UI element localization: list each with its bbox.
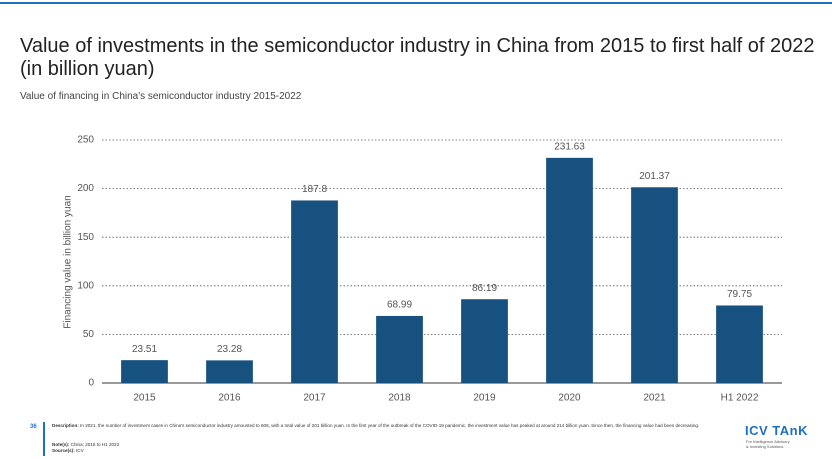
x-tick-label: 2016 (218, 393, 241, 404)
description-text: In 2021, the number of investment cases … (80, 423, 700, 428)
data-label: 86.19 (472, 283, 497, 294)
source: Source(s): ICV (52, 448, 84, 453)
description-label: Description: (52, 423, 79, 428)
y-tick-label: 200 (77, 183, 94, 194)
data-label: 79.75 (727, 289, 752, 300)
data-label: 68.99 (387, 300, 412, 311)
x-tick-label: 2018 (388, 393, 411, 404)
page-bar (43, 422, 45, 456)
data-label: 231.63 (554, 141, 585, 152)
bar (461, 299, 508, 383)
chart: Financing value in billion yuan 0 50 100 15… (63, 135, 782, 404)
description: Description: In 2021, the number of inve… (52, 423, 712, 429)
y-tick-label: 150 (77, 232, 94, 243)
chart-title: Value of investments in the semiconducto… (20, 35, 815, 80)
notes-label: Note(s): (52, 442, 70, 447)
bar (291, 200, 338, 383)
logo: ICV TAnK (745, 423, 808, 438)
top-bar (0, 2, 832, 4)
y-tick-label: 100 (77, 280, 94, 291)
logo-tagline: For Intelligence Advisory & Investing So… (746, 439, 790, 449)
data-label: 201.37 (639, 171, 670, 182)
footer: 36 Description: In 2021, the number of i… (0, 420, 832, 459)
chart-subtitle: Value of financing in China's semiconduc… (20, 91, 302, 102)
x-tick-label: 2021 (643, 393, 666, 404)
source-label: Source(s): (52, 448, 75, 453)
notes-text: China; 2015 to H1 2022 (70, 442, 120, 447)
x-tick-label: 2019 (473, 393, 496, 404)
page-number: 36 (30, 424, 37, 430)
notes: Note(s): China; 2015 to H1 2022 (52, 442, 119, 447)
bar (206, 360, 253, 383)
y-tick-label: 50 (83, 329, 95, 340)
bar (376, 315, 423, 383)
bar (546, 157, 593, 383)
x-tick-label: H1 2022 (721, 393, 759, 404)
x-tick-label: 2020 (558, 393, 581, 404)
y-tick-label: 0 (88, 378, 94, 389)
bar (121, 360, 168, 383)
bar (716, 305, 763, 383)
source-text: ICV (76, 448, 84, 453)
x-tick-label: 2017 (303, 393, 326, 404)
data-label: 23.28 (217, 344, 242, 355)
x-tick-label: 2015 (133, 393, 156, 404)
y-tick-label: 250 (77, 135, 94, 146)
bar (631, 187, 678, 383)
y-axis-label: Financing value in billion yuan (63, 195, 74, 328)
data-label: 187.8 (302, 184, 327, 195)
data-label: 23.51 (132, 344, 157, 355)
